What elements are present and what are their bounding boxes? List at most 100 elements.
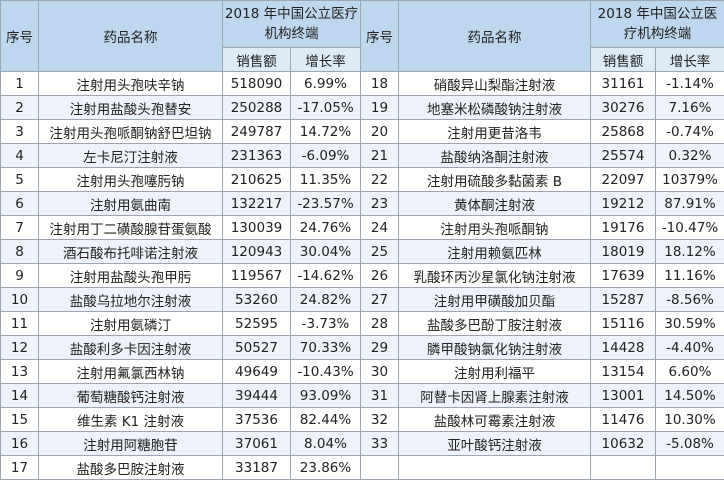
cell-name: 注射用头孢哌酮钠舒巴坦钠 <box>38 119 223 144</box>
cell-no: 3 <box>0 119 39 144</box>
cell-sales: 50527 <box>222 335 291 360</box>
cell-name: 盐酸纳洛酮注射液 <box>398 143 591 168</box>
cell-name: 酒石酸布托啡诺注射液 <box>38 239 223 264</box>
cell-name: 注射用盐酸头孢甲肟 <box>38 263 223 288</box>
cell-sales: 518090 <box>222 71 291 96</box>
cell-growth: -0.74% <box>655 119 724 144</box>
cell-growth: 30.04% <box>290 239 361 264</box>
table-row: 12 盐酸利多卡因注射液 50527 70.33% 29 膦甲酸钠氯化钠注射液 14428-… <box>0 335 724 360</box>
cell-sales: 13001 <box>590 383 656 408</box>
cell-no: 33 <box>360 431 399 456</box>
cell-growth: 24.82% <box>290 287 361 312</box>
table-row: 16 注射用阿糖胞苷 37061 8.04% 33 亚叶酸钙注射液 10632 -5.08% <box>0 431 724 456</box>
cell-growth: -23.57% <box>290 191 361 216</box>
cell-sales: 11476 <box>590 407 656 432</box>
cell-name: 注射用头孢呋辛钠 <box>38 71 223 96</box>
cell-no: 4 <box>0 143 39 168</box>
table-row: 13 注射用氟氯西林钠 49649 -10.43% 30 注射用利福平 13154 6.60% <box>0 359 724 384</box>
header-no: 序号 <box>0 0 39 72</box>
cell-growth: 10379% <box>655 167 724 192</box>
table-header: 序号 药品名称 2018 年中国公立医疗机构终端 序号 药品名称 2018 年中… <box>0 0 724 72</box>
cell-sales: 14428 <box>590 335 656 360</box>
cell-no: 6 <box>0 191 39 216</box>
cell-growth: 93.09% <box>290 383 361 408</box>
cell-no: 31 <box>360 383 399 408</box>
table-row: 2 注射用盐酸头孢替安 250288 -17.05% 19 地塞米松磷酸钠注射液 30276… <box>0 95 724 120</box>
cell-growth: 11.35% <box>290 167 361 192</box>
header-sales: 销售额 <box>222 47 291 72</box>
cell-growth: 23.86% <box>290 455 361 480</box>
cell-growth: 0.32% <box>655 143 724 168</box>
cell-growth: 18.12% <box>655 239 724 264</box>
cell-growth: 24.76% <box>290 215 361 240</box>
cell-name: 注射用利福平 <box>398 359 591 384</box>
cell-no: 14 <box>0 383 39 408</box>
cell-sales: 19212 <box>590 191 656 216</box>
cell-sales: 210625 <box>222 167 291 192</box>
cell-sales: 18019 <box>590 239 656 264</box>
cell-sales: 120943 <box>222 239 291 264</box>
cell-sales: 13154 <box>590 359 656 384</box>
cell-no: 15 <box>0 407 39 432</box>
cell-sales: 25574 <box>590 143 656 168</box>
table-row: 11 注射用氨磷汀 52595 -3.73% 28 盐酸多巴酚丁胺注射液 15116 30.5… <box>0 311 724 336</box>
cell-no: 9 <box>0 263 39 288</box>
cell-no: 2 <box>0 95 39 120</box>
cell-growth: 30.59% <box>655 311 724 336</box>
cell-no: 28 <box>360 311 399 336</box>
header-no: 序号 <box>360 0 399 72</box>
cell-growth: -10.47% <box>655 215 724 240</box>
cell-sales: 10632 <box>590 431 656 456</box>
cell-name: 注射用丁二磺酸腺苷蛋氨酸 <box>38 215 223 240</box>
cell-name: 盐酸多巴酚丁胺注射液 <box>398 311 591 336</box>
cell-sales: 49649 <box>222 359 291 384</box>
cell-growth: 7.16% <box>655 95 724 120</box>
cell-sales: 22097 <box>590 167 656 192</box>
cell-name: 注射用更昔洛韦 <box>398 119 591 144</box>
cell-no: 18 <box>360 71 399 96</box>
header-name: 药品名称 <box>38 0 223 72</box>
cell-growth: 87.91% <box>655 191 724 216</box>
cell-no: 26 <box>360 263 399 288</box>
header-growth: 增长率 <box>290 47 361 72</box>
table-row: 4 左卡尼汀注射液 231363 -6.09% 21 盐酸纳洛酮注射液 25574 0.32% <box>0 143 724 168</box>
table-row: 7 注射用丁二磺酸腺苷蛋氨酸 130039 24.76% 24 注射用头孢哌酮钠 19176… <box>0 215 724 240</box>
cell-growth: -10.43% <box>290 359 361 384</box>
cell-sales: 53260 <box>222 287 291 312</box>
cell-growth: -8.56% <box>655 287 724 312</box>
cell-sales: 25868 <box>590 119 656 144</box>
cell-growth: 11.16% <box>655 263 724 288</box>
header-sales: 销售额 <box>590 47 656 72</box>
table-row: 1 注射用头孢呋辛钠 518090 6.99% 18 硝酸异山梨酯注射液 31161 -1.1… <box>0 71 724 96</box>
cell-no: 17 <box>0 455 39 480</box>
cell-name: 注射用氨磷汀 <box>38 311 223 336</box>
cell-no: 25 <box>360 239 399 264</box>
header-group: 2018 年中国公立医疗机构终端 <box>590 0 724 48</box>
table-row: 17 盐酸多巴胺注射液 33187 23.86% <box>0 455 724 480</box>
cell-sales: 39444 <box>222 383 291 408</box>
cell-sales: 249787 <box>222 119 291 144</box>
cell-growth: 14.50% <box>655 383 724 408</box>
cell-no: 8 <box>0 239 39 264</box>
table-row: 3 注射用头孢哌酮钠舒巴坦钠 249787 14.72% 20 注射用更昔洛韦 25868-… <box>0 119 724 144</box>
cell-sales: 31161 <box>590 71 656 96</box>
cell-name: 盐酸林可霉素注射液 <box>398 407 591 432</box>
cell-name: 亚叶酸钙注射液 <box>398 431 591 456</box>
table-row: 10 盐酸乌拉地尔注射液 53260 24.82% 27 注射用甲磺酸加贝酯 15287 -8… <box>0 287 724 312</box>
cell-growth: -5.08% <box>655 431 724 456</box>
cell-growth: 82.44% <box>290 407 361 432</box>
cell-sales: 119567 <box>222 263 291 288</box>
cell-growth: 10.30% <box>655 407 724 432</box>
cell-no: 7 <box>0 215 39 240</box>
cell-growth: 8.04% <box>290 431 361 456</box>
cell-no: 13 <box>0 359 39 384</box>
empty-cell <box>398 455 591 480</box>
table-row: 6 注射用氨曲南 132217 -23.57% 23 黄体酮注射液 19212 87.91% <box>0 191 724 216</box>
cell-sales: 37536 <box>222 407 291 432</box>
table-body: 1 注射用头孢呋辛钠 518090 6.99% 18 硝酸异山梨酯注射液 31161 -1.1… <box>0 71 724 480</box>
cell-no: 30 <box>360 359 399 384</box>
cell-name: 乳酸环丙沙星氯化钠注射液 <box>398 263 591 288</box>
cell-growth: -3.73% <box>290 311 361 336</box>
cell-name: 注射用甲磺酸加贝酯 <box>398 287 591 312</box>
